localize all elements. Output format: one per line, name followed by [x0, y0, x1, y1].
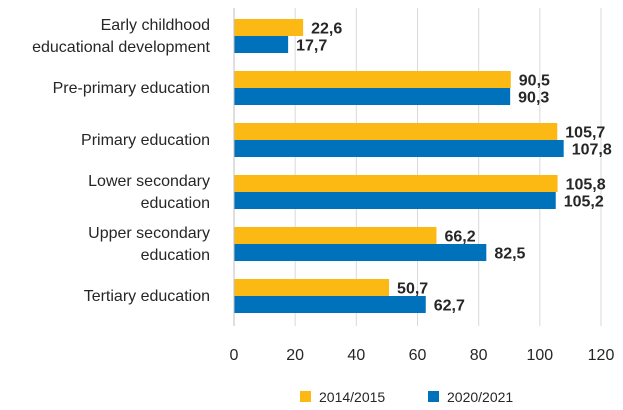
data-label: 50,7 — [397, 281, 428, 298]
bar-2020-2021-1 — [234, 88, 511, 105]
data-label: 90,3 — [518, 90, 549, 107]
legend-swatch — [428, 391, 439, 402]
x-tick-label: 60 — [409, 347, 427, 364]
bar-2014-2015-4 — [234, 227, 437, 244]
category-label-line: Upper secondary — [88, 225, 210, 242]
bar-2014-2015-3 — [234, 175, 558, 192]
bar-2020-2021-2 — [234, 140, 564, 157]
data-label: 105,8 — [566, 177, 606, 194]
data-label: 105,2 — [564, 194, 604, 211]
bars-layer — [234, 19, 564, 313]
bar-2014-2015-5 — [234, 279, 390, 296]
data-label: 107,8 — [572, 142, 612, 159]
data-label: 66,2 — [444, 229, 475, 246]
legend: 2014/2015 2020/2021 — [300, 389, 513, 405]
category-label: Pre-primary education — [53, 80, 210, 97]
category-label: Upper secondary education — [88, 225, 210, 264]
x-tick-label: 100 — [526, 347, 553, 364]
x-tick-label: 120 — [588, 347, 615, 364]
data-label: 105,7 — [565, 125, 605, 142]
bar-2014-2015-0 — [234, 19, 304, 36]
labels-layer: Early childhood educational development Pr… — [32, 17, 612, 315]
bar-2020-2021-4 — [234, 244, 487, 261]
category-label-line: Pre-primary education — [53, 80, 210, 97]
x-tick-label: 40 — [347, 347, 365, 364]
category-label: Early childhood educational development — [32, 17, 210, 56]
category-label-line: education — [141, 195, 210, 212]
category-label: Primary education — [81, 132, 210, 149]
x-tick-label: 20 — [286, 347, 304, 364]
x-tick-label: 0 — [230, 347, 239, 364]
data-label: 17,7 — [296, 38, 327, 55]
data-label: 90,5 — [519, 73, 550, 90]
category-label-line: Tertiary education — [84, 288, 210, 305]
data-label: 22,6 — [311, 21, 342, 38]
data-label: 62,7 — [434, 298, 465, 315]
bar-2014-2015-2 — [234, 123, 558, 140]
legend-label: 2014/2015 — [319, 389, 385, 405]
x-tick-label: 80 — [470, 347, 488, 364]
bar-2014-2015-1 — [234, 71, 511, 88]
bar-2020-2021-0 — [234, 36, 289, 53]
data-label: 82,5 — [494, 246, 525, 263]
category-label: Tertiary education — [84, 288, 210, 305]
category-label-line: educational development — [32, 39, 210, 56]
category-label-line: Early childhood — [101, 17, 210, 34]
grid-layer — [294, 8, 602, 326]
legend-swatch — [300, 391, 311, 402]
category-label-line: education — [141, 247, 210, 264]
bar-2020-2021-3 — [234, 192, 556, 209]
category-label: Lower secondary education — [88, 173, 210, 212]
axis-layer: 0 20 40 60 80 100 120 — [230, 8, 615, 364]
category-label-line: Primary education — [81, 132, 210, 149]
legend-label: 2020/2021 — [447, 389, 513, 405]
category-label-line: Lower secondary — [88, 173, 210, 190]
bar-2020-2021-5 — [234, 296, 426, 313]
